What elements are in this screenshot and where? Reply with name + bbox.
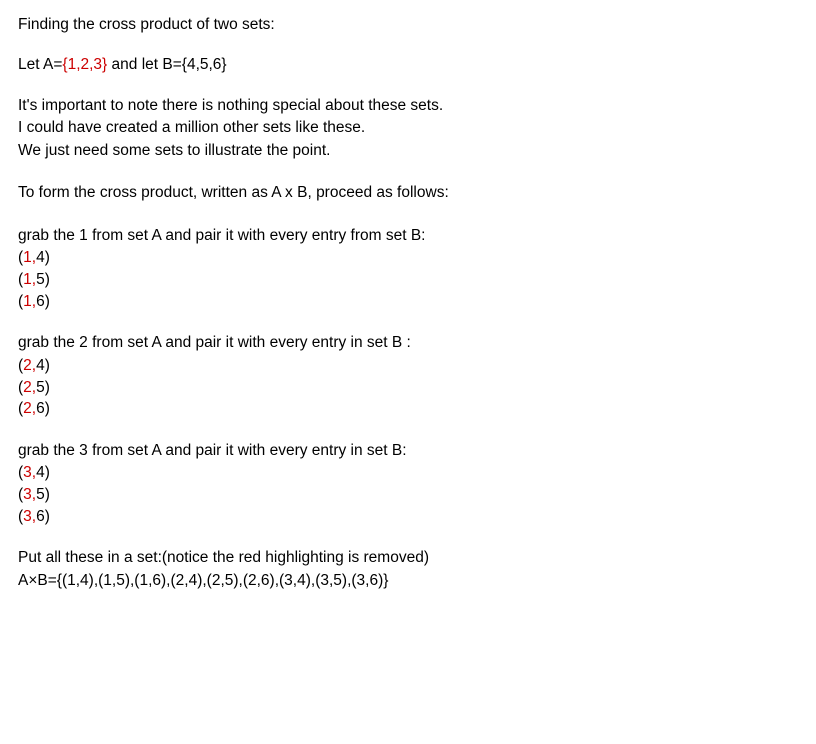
instruction-line: To form the cross product, written as A … [18,182,762,204]
step-2: grab the 2 from set A and pair it with e… [18,332,762,420]
pair: (3,5) [18,484,762,506]
note-line-2: I could have created a million other set… [18,117,762,139]
step-1-heading: grab the 1 from set A and pair it with e… [18,225,762,247]
step-3-heading: grab the 3 from set A and pair it with e… [18,440,762,462]
pair: (2,6) [18,398,762,420]
pair-b: 6) [36,508,50,525]
pair: (2,5) [18,377,762,399]
pair-b: 4) [36,249,50,266]
pair: (3,4) [18,462,762,484]
pair-b: 6) [36,400,50,417]
step-1: grab the 1 from set A and pair it with e… [18,225,762,313]
def-mid: and let B= [107,56,182,73]
note-block: It's important to note there is nothing … [18,95,762,162]
pair-b: 4) [36,357,50,374]
pair: (1,5) [18,269,762,291]
pair-a: 3, [23,508,36,525]
def-prefix-a: Let A= [18,56,62,73]
pair-b: 5) [36,271,50,288]
pair-a: 2, [23,400,36,417]
result-line-1: Put all these in a set:(notice the red h… [18,547,762,569]
def-set-b: {4,5,6} [182,56,227,73]
pair-a: 1, [23,249,36,266]
result-line-2: A×B={(1,4),(1,5),(1,6),(2,4),(2,5),(2,6)… [18,570,762,592]
pair-a: 1, [23,271,36,288]
step-3: grab the 3 from set A and pair it with e… [18,440,762,528]
pair-a: 2, [23,379,36,396]
pair-a: 3, [23,486,36,503]
pair: (2,4) [18,355,762,377]
instruction-text: To form the cross product, written as A … [18,184,449,201]
pair-b: 5) [36,486,50,503]
note-line-1: It's important to note there is nothing … [18,95,762,117]
step-2-heading: grab the 2 from set A and pair it with e… [18,332,762,354]
result-block: Put all these in a set:(notice the red h… [18,547,762,592]
title-line: Finding the cross product of two sets: [18,14,762,36]
title-text: Finding the cross product of two sets: [18,16,275,33]
pair-a: 2, [23,357,36,374]
pair: (1,4) [18,247,762,269]
note-line-3: We just need some sets to illustrate the… [18,140,762,162]
pair-b: 5) [36,379,50,396]
set-definitions: Let A={1,2,3} and let B={4,5,6} [18,54,762,76]
pair: (1,6) [18,291,762,313]
pair-a: 3, [23,464,36,481]
def-set-a: {1,2,3} [62,56,107,73]
pair: (3,6) [18,506,762,528]
pair-a: 1, [23,293,36,310]
pair-b: 4) [36,464,50,481]
pair-b: 6) [36,293,50,310]
